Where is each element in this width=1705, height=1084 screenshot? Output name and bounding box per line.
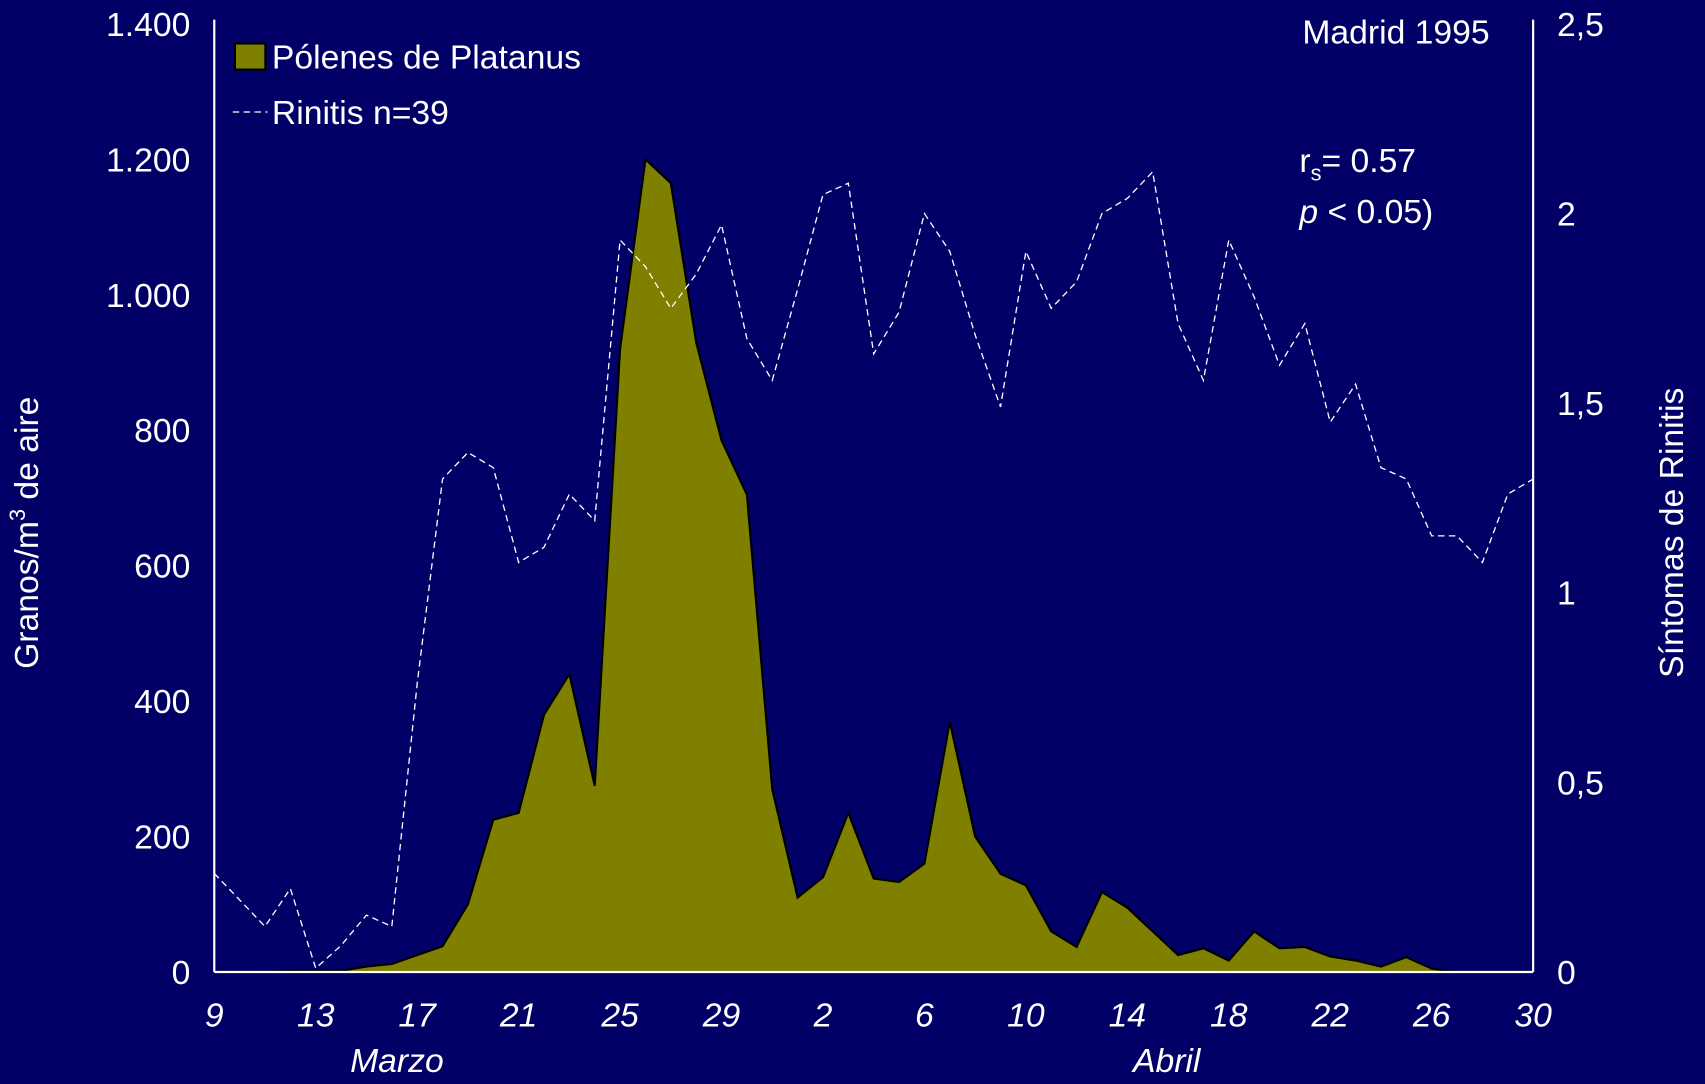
x-tick-label: 14 (1109, 996, 1146, 1034)
y-tick-label: 1.200 (106, 141, 190, 179)
correlation-rest: = 0.57 (1321, 142, 1416, 180)
x-tick-label: 10 (1007, 996, 1045, 1034)
y2-tick-label: 2,5 (1557, 6, 1604, 44)
rhinitis-line (213, 170, 1534, 970)
x-tick-label: 18 (1210, 996, 1248, 1034)
correlation-annotation: rs= 0.57 (1299, 142, 1416, 186)
y2-tick-label: 2 (1557, 195, 1576, 233)
significance-rest: < 0.05) (1318, 193, 1433, 231)
month-label: Marzo (350, 1042, 444, 1080)
significance-annotation: p < 0.05) (1298, 193, 1433, 231)
correlation-sub: s (1311, 160, 1322, 185)
y-tick-label: 1.000 (106, 277, 190, 315)
significance-italic: p (1298, 193, 1318, 231)
y-tick-label: 400 (134, 683, 190, 721)
pollen-area (214, 157, 1534, 974)
y2-tick-label: 1,5 (1557, 385, 1604, 423)
y-axis-label-main: Granos/m (8, 521, 46, 669)
x-tick-label: 13 (297, 996, 335, 1034)
location-annotation: Madrid 1995 (1302, 13, 1489, 51)
y-axis-label-sup: 3 (5, 509, 30, 521)
x-tick-label: 21 (499, 996, 537, 1034)
x-tick-label: 29 (702, 996, 741, 1034)
y-axis-label-rest: de aire (8, 397, 46, 509)
x-tick-label: 6 (915, 996, 934, 1034)
x-tick-label: 22 (1310, 996, 1349, 1034)
legend-label: Pólenes de Platanus (272, 38, 581, 76)
y2-tick-label: 0 (1557, 954, 1576, 992)
x-tick-label: 17 (398, 996, 437, 1034)
legend-label: Rinitis n=39 (272, 94, 449, 132)
x-tick-label: 26 (1412, 996, 1451, 1034)
y-tick-label: 1.400 (106, 6, 190, 44)
y2-axis-label: Síntomas de Rinitis (1653, 388, 1691, 678)
month-label: Abril (1131, 1042, 1202, 1080)
x-tick-label: 9 (205, 996, 224, 1034)
y-tick-label: 800 (134, 412, 190, 450)
correlation-base: r (1299, 142, 1310, 180)
y-tick-label: 200 (134, 819, 190, 857)
x-tick-label: 2 (813, 996, 833, 1034)
legend-swatch (233, 42, 267, 71)
x-tick-label: 25 (600, 996, 639, 1034)
x-tick-label: 30 (1514, 996, 1552, 1034)
y-tick-label: 600 (134, 548, 190, 586)
y-tick-label: 0 (172, 954, 191, 992)
y-axis-label: Granos/m3 de aire (5, 397, 46, 669)
y2-tick-label: 0,5 (1557, 764, 1604, 802)
y2-tick-label: 1 (1557, 575, 1576, 613)
